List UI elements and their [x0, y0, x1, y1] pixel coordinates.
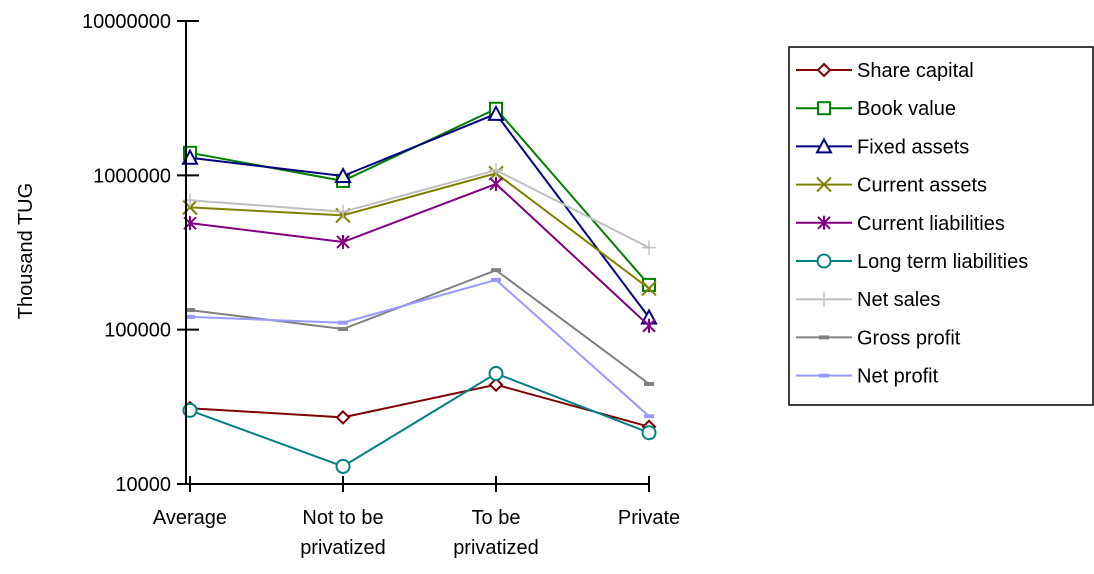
- series-line-long-term-liabilities: [189, 372, 650, 468]
- data-point-long-term-liabilities: [335, 458, 351, 474]
- legend-label: Current liabilities: [857, 213, 1005, 235]
- legend-swatch-marker: [816, 176, 832, 193]
- data-point-net-sales: [336, 204, 350, 219]
- data-point-net-profit: [644, 414, 654, 419]
- series-current-liabilities: [183, 176, 656, 333]
- data-point-net-sales: [642, 240, 656, 255]
- series-net-profit: [185, 277, 654, 419]
- plot-area: [181, 101, 658, 474]
- legend-label: Current assets: [857, 175, 987, 197]
- series-line-book-value: [189, 107, 650, 286]
- legend: Share capital Book value Fixed assets Curre…: [788, 46, 1094, 406]
- data-point-gross-profit: [491, 268, 501, 273]
- legend-item-net-sales: Net sales: [796, 289, 940, 311]
- series-line-fixed-assets: [189, 112, 650, 319]
- legend-label: Net profit: [857, 366, 939, 388]
- series-line-net-profit: [189, 278, 650, 417]
- data-point-long-term-liabilities: [641, 425, 657, 441]
- legend-label: Net sales: [857, 289, 940, 311]
- series-line-current-liabilities: [189, 182, 650, 327]
- series-gross-profit: [185, 268, 654, 386]
- legend-swatch-marker: [817, 101, 831, 116]
- legend-swatch-marker: [815, 137, 833, 154]
- y-axis: 10000 100000 1000000 10000000: [82, 11, 199, 496]
- series-fixed-assets: [181, 104, 658, 325]
- legend-label: Share capital: [857, 60, 974, 82]
- series-line-share-capital: [189, 383, 650, 428]
- series-long-term-liabilities: [182, 365, 657, 474]
- data-point-current-liabilities: [336, 234, 350, 249]
- x-tick-label: Average: [153, 507, 227, 529]
- data-point-long-term-liabilities: [488, 365, 504, 381]
- legend-swatch-marker: [816, 62, 832, 78]
- legend-item-fixed-assets: Fixed assets: [796, 136, 969, 158]
- x-tick-label: Private: [618, 507, 680, 529]
- data-point-current-assets: [641, 280, 657, 297]
- y-tick-label: 1000000: [93, 165, 171, 187]
- series-net-sales: [183, 163, 656, 255]
- legend-item-long-term-liabilities: Long term liabilities: [796, 251, 1028, 273]
- x-axis: Average Not to be privatized To be privatize…: [153, 476, 680, 559]
- data-point-fixed-assets: [334, 166, 352, 184]
- legend-item-current-assets: Current assets: [796, 175, 987, 197]
- legend-box: [788, 46, 1094, 406]
- series-share-capital: [182, 377, 657, 435]
- data-point-net-sales: [489, 163, 503, 178]
- data-point-net-profit: [491, 277, 501, 282]
- legend-item-book-value: Book value: [796, 98, 956, 120]
- legend-swatch-marker: [817, 292, 831, 307]
- legend-item-current-liabilities: Current liabilities: [796, 213, 1005, 235]
- x-tick-label: To be privatized: [453, 507, 539, 559]
- data-point-net-profit: [185, 314, 195, 319]
- data-point-fixed-assets: [487, 104, 505, 121]
- legend-label: Fixed assets: [857, 136, 969, 158]
- data-point-gross-profit: [644, 381, 654, 386]
- data-point-share-capital: [335, 410, 351, 425]
- legend-swatch-marker: [819, 373, 829, 378]
- series-line-net-sales: [189, 169, 650, 249]
- legend-swatch-marker: [816, 253, 832, 269]
- data-point-current-liabilities: [642, 318, 656, 333]
- data-point-current-liabilities: [489, 176, 503, 191]
- data-point-net-profit: [338, 320, 348, 325]
- y-tick-label: 10000: [115, 474, 171, 496]
- data-point-share-capital: [488, 377, 504, 393]
- series-book-value: [183, 101, 656, 292]
- y-tick-label: 10000000: [82, 11, 171, 33]
- legend-item-net-profit: Net profit: [796, 366, 939, 388]
- legend-item-share-capital: Share capital: [796, 60, 974, 82]
- data-point-gross-profit: [338, 326, 348, 331]
- y-tick-label: 100000: [104, 320, 171, 342]
- legend-label: Book value: [857, 98, 956, 120]
- legend-label: Long term liabilities: [857, 251, 1028, 273]
- legend-swatch-marker: [817, 215, 831, 230]
- legend-item-gross-profit: Gross profit: [796, 327, 961, 349]
- series-line-current-assets: [189, 172, 650, 290]
- legend-swatch-marker: [819, 335, 829, 340]
- x-tick-label: Not to be privatized: [300, 507, 386, 559]
- legend-label: Gross profit: [857, 327, 961, 349]
- y-axis-label: Thousand TUG: [15, 183, 37, 319]
- data-point-gross-profit: [185, 308, 195, 313]
- series-line-gross-profit: [189, 269, 650, 385]
